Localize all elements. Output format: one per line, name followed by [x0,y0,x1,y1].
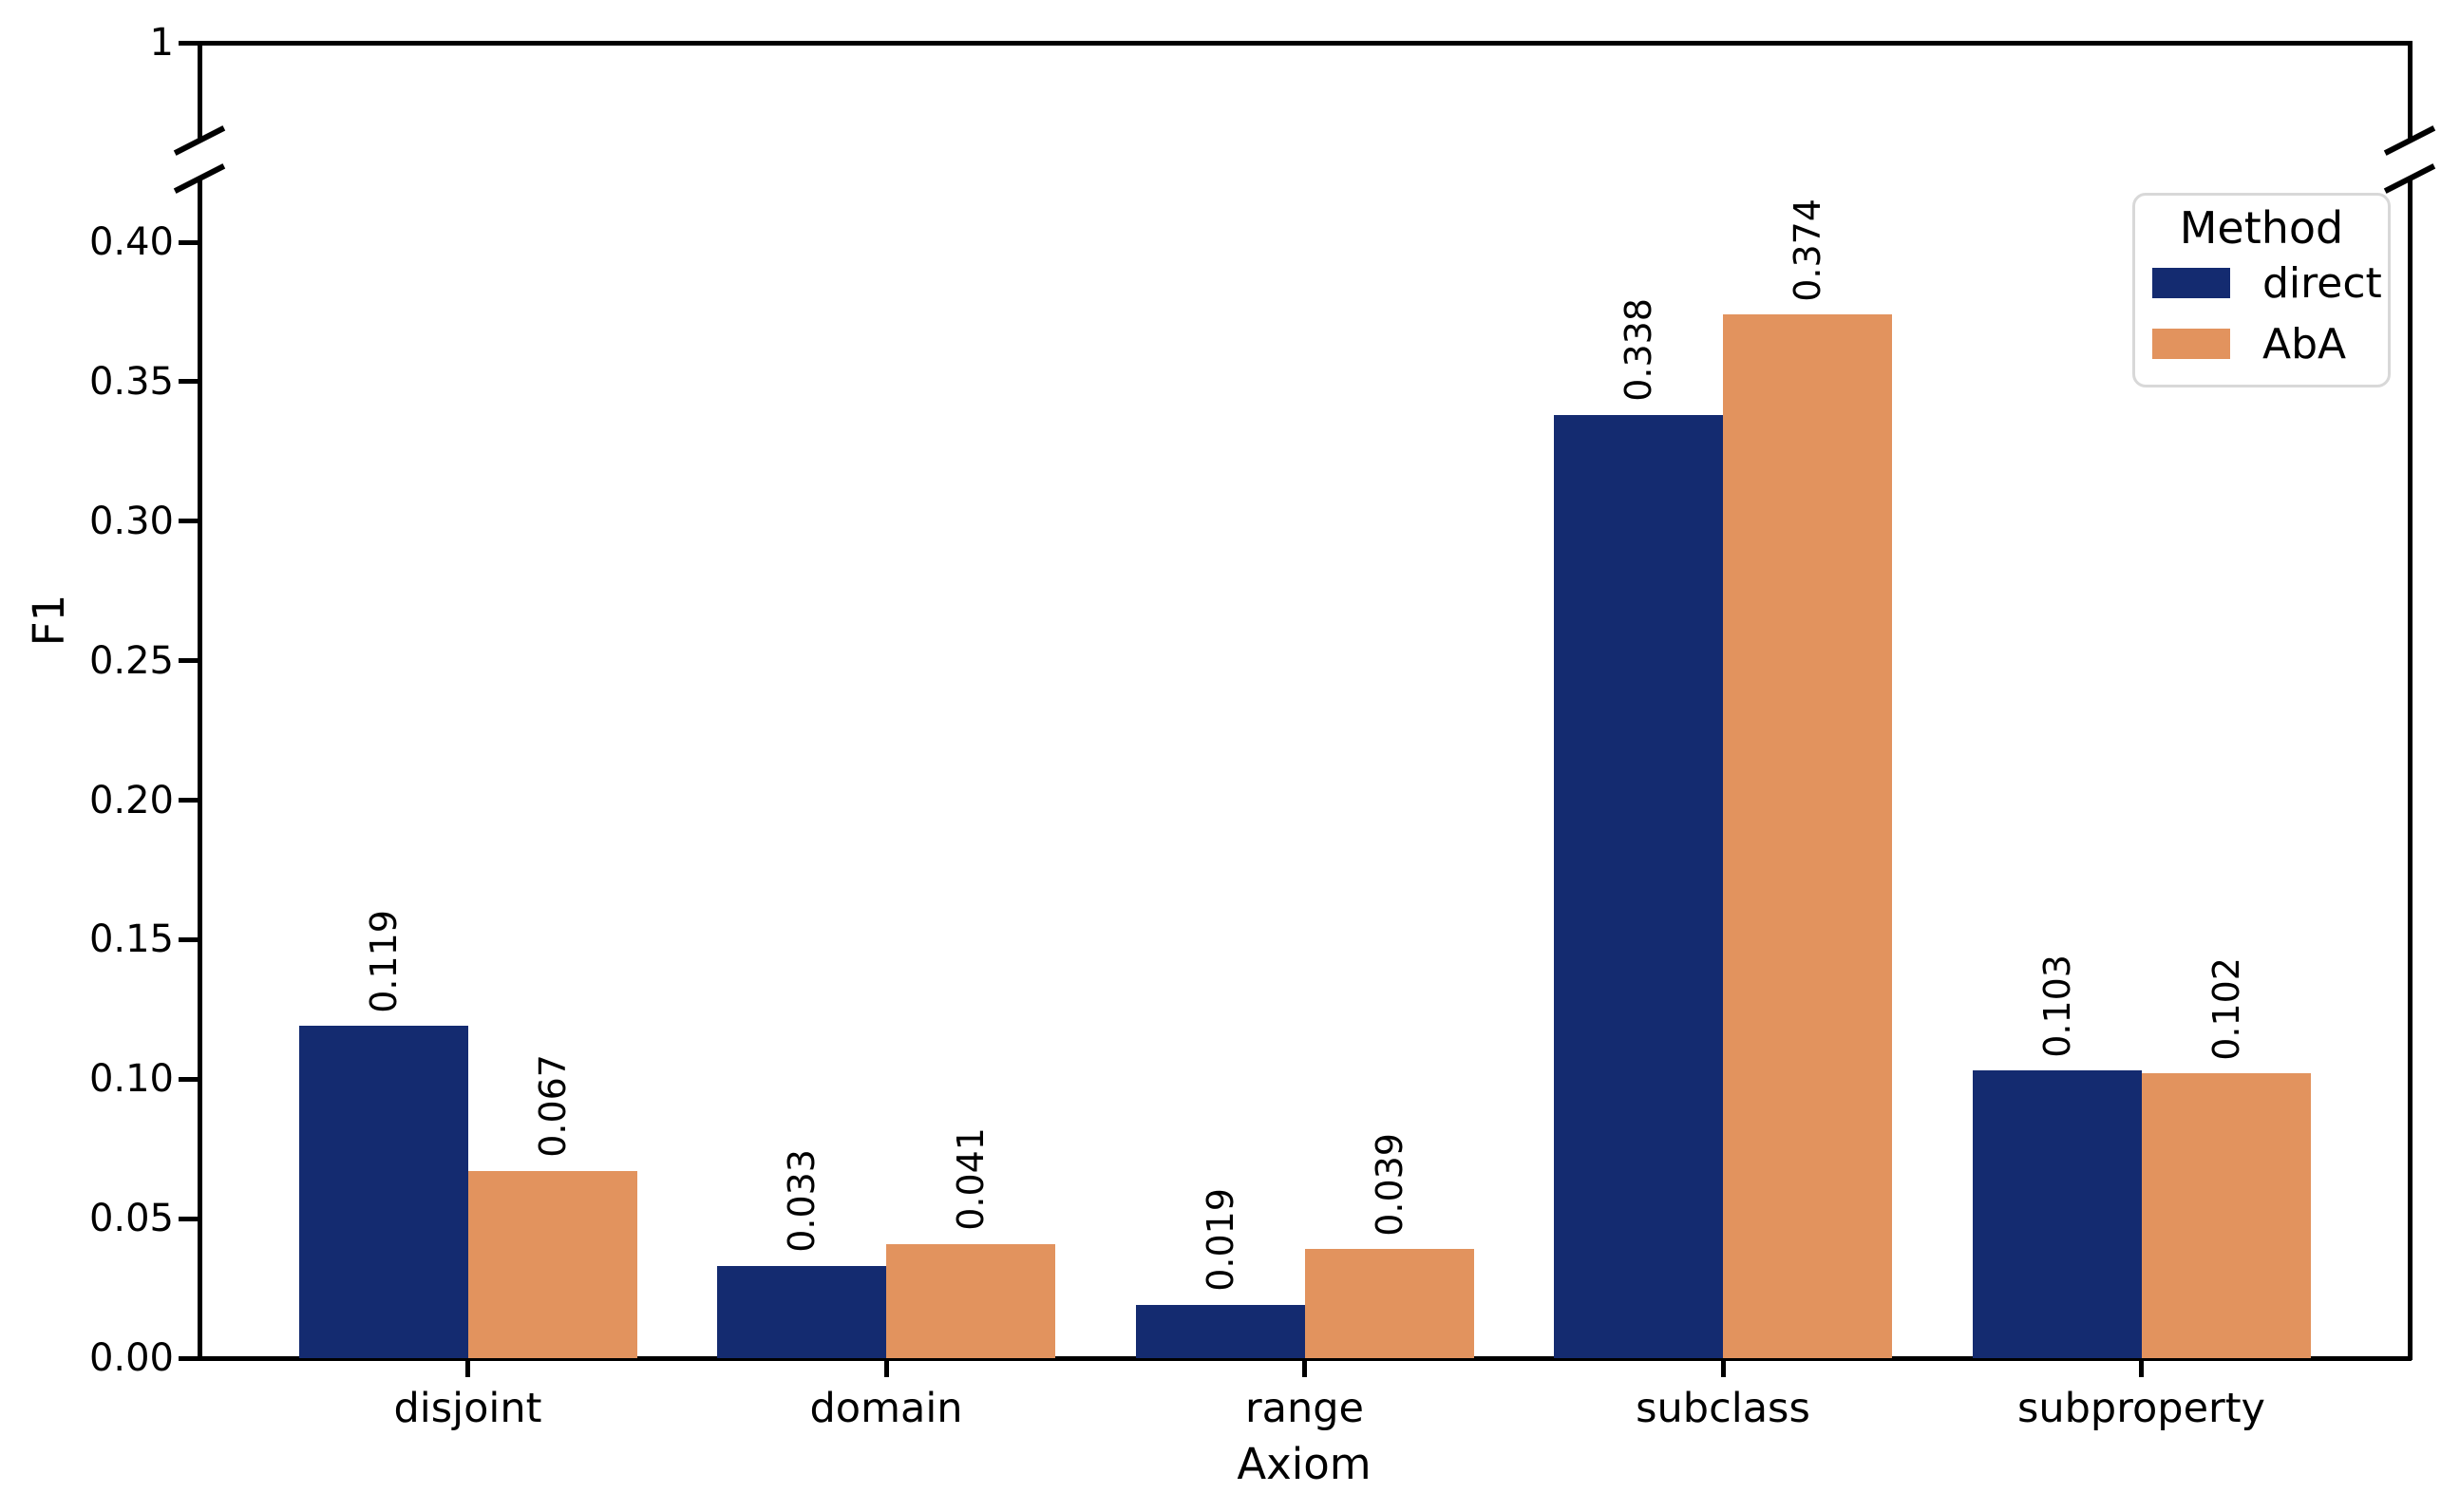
bar-value-label-direct-subproperty: 0.103 [2035,954,2078,1058]
bar-AbA-disjoint [467,1171,637,1358]
y-tick-label: 0.35 [88,359,174,404]
bar-direct-subclass [1554,415,1723,1358]
y-tick-mark [179,1216,198,1221]
y-tick-mark [179,1076,198,1082]
y-tick-mark [179,936,198,942]
bar-value-label-AbA-disjoint: 0.067 [531,1054,574,1159]
bar-value-label-direct-subclass: 0.338 [1618,298,1659,403]
y-tick-label: 0.30 [88,499,174,543]
x-tick-mark-range [1302,1360,1307,1377]
x-tick-mark-disjoint [465,1360,470,1377]
y-tick-label: 0.15 [88,917,174,962]
axis-spine-top [198,41,2412,46]
y-tick-label: 0.05 [88,1197,174,1241]
legend-entries: direct AbA [2135,253,2388,374]
y-tick-label-top: 1 [149,21,174,65]
bar-AbA-subproperty [2141,1073,2311,1358]
bar-AbA-range [1304,1249,1474,1358]
x-axis-label: Axiom [1237,1439,1372,1489]
y-axis-label: F1 [24,594,74,647]
bar-value-label-AbA-subclass: 0.374 [1787,198,1828,302]
y-tick-mark [179,519,198,524]
legend: Method direct AbA [2132,193,2391,387]
y-tick-mark-top [179,40,198,46]
bar-value-label-AbA-range: 0.039 [1368,1132,1410,1237]
y-tick-label: 0.20 [88,778,174,822]
y-tick-label: 0.10 [88,1057,174,1102]
axis-spine-bottom [198,1356,2412,1361]
bar-AbA-domain [886,1243,1055,1358]
legend-label-AbA: AbA [2262,319,2347,369]
legend-entry-direct: direct [2135,253,2388,313]
y-tick-mark [179,379,198,385]
y-tick-mark [179,239,198,245]
bar-direct-range [1135,1305,1305,1358]
legend-swatch-AbA [2152,329,2230,359]
x-tick-mark-subproperty [2139,1360,2144,1377]
bar-value-label-direct-domain: 0.033 [781,1149,823,1254]
x-tick-mark-domain [883,1360,889,1377]
bar-value-label-AbA-subproperty: 0.102 [2205,956,2247,1061]
bar-direct-domain [717,1266,886,1358]
y-tick-mark [179,798,198,803]
axis-spine-right-main [2408,179,2413,1360]
x-tick-label-disjoint: disjoint [393,1385,542,1432]
x-tick-label-subclass: subclass [1636,1385,1810,1432]
axis-spine-left-main [198,179,202,1360]
legend-swatch-direct [2152,268,2230,298]
y-tick-mark [179,1355,198,1361]
bar-value-label-direct-disjoint: 0.119 [362,909,405,1013]
bar-value-label-direct-range: 0.019 [1199,1188,1241,1293]
y-tick-label: 0.00 [88,1336,174,1380]
x-tick-label-subproperty: subproperty [2016,1385,2266,1432]
y-tick-mark [179,658,198,664]
x-tick-mark-subclass [1720,1360,1726,1377]
legend-entry-AbA: AbA [2135,313,2388,374]
x-tick-label-range: range [1244,1385,1365,1432]
y-tick-label: 0.25 [88,638,174,683]
bar-value-label-AbA-domain: 0.041 [950,1126,992,1231]
x-tick-label-domain: domain [809,1385,963,1432]
y-tick-label: 0.40 [88,220,174,264]
legend-title: Method [2179,202,2344,254]
bar-AbA-subclass [1723,314,1892,1358]
axis-spine-right-upper [2408,41,2413,141]
legend-label-direct: direct [2262,258,2382,308]
bar-direct-subproperty [1972,1070,2142,1358]
axis-spine-left-upper [198,41,202,141]
bar-direct-disjoint [298,1026,468,1358]
